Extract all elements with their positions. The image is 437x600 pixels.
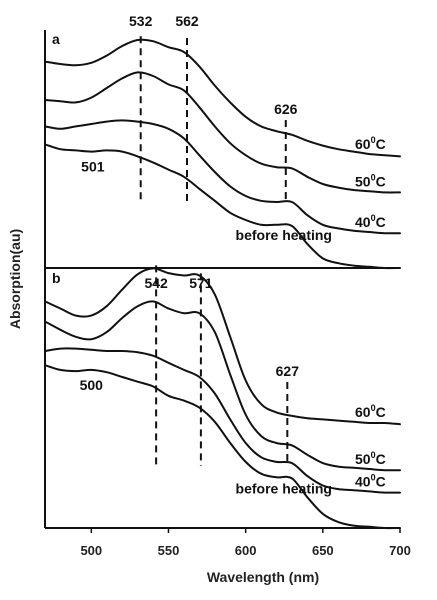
panel-a-labels: 600C 500C 400C before heating 532 562 626 501 (81, 13, 386, 243)
curve-a-3 (44, 119, 401, 235)
panel-b-label: b (52, 270, 61, 286)
series-label-b-1: 600C (355, 403, 386, 420)
panel-a-curves (44, 38, 401, 270)
panel-a: a 600C 500C 400C before heating 532 562 626 501 (44, 13, 401, 270)
x-tick-label-600: 600 (235, 543, 257, 558)
curve-b-3 (44, 347, 401, 494)
series-label-a-2: 500C (355, 172, 386, 189)
x-tick-label-650: 650 (312, 543, 334, 558)
series-label-b-4: before heating (236, 480, 332, 496)
curve-a-1 (44, 38, 401, 158)
peak-label-571: 571 (189, 275, 213, 291)
panel-b: b 600C 500C 400C before heating 542 571 627 500 (44, 265, 401, 530)
peak-label-542: 542 (144, 275, 168, 291)
series-label-a-1: 600C (355, 135, 386, 152)
peak-label-627: 627 (276, 363, 300, 379)
series-label-b-3: 400C (355, 473, 386, 490)
x-tick-label-500: 500 (80, 543, 102, 558)
peak-label-500: 500 (80, 377, 104, 393)
curve-b-1 (44, 267, 401, 426)
peak-label-501: 501 (81, 159, 105, 175)
peak-label-562: 562 (175, 13, 199, 29)
panel-b-curves (44, 267, 401, 530)
panel-b-labels: 600C 500C 400C before heating 542 571 627 500 (80, 275, 386, 496)
x-tick-label-700: 700 (389, 543, 411, 558)
panel-a-peak-markers (139, 36, 287, 202)
panel-b-peak-markers (155, 265, 289, 466)
curve-a-4 (44, 143, 401, 270)
series-label-a-4: before heating (236, 227, 332, 243)
x-axis-ticks: 500 550 600 650 700 (80, 528, 411, 558)
x-tick-label-550: 550 (158, 543, 180, 558)
x-axis-label: Wavelength (nm) (207, 569, 319, 585)
curve-b-2 (44, 300, 401, 472)
y-axis-label: Absorption(au) (7, 229, 23, 329)
peak-label-626: 626 (274, 101, 298, 117)
curve-b-4 (44, 364, 401, 530)
curve-a-2 (44, 71, 401, 194)
series-label-b-2: 500C (355, 450, 386, 467)
series-label-a-3: 400C (355, 213, 386, 230)
peak-label-532: 532 (129, 13, 153, 29)
panel-a-label: a (52, 31, 60, 47)
